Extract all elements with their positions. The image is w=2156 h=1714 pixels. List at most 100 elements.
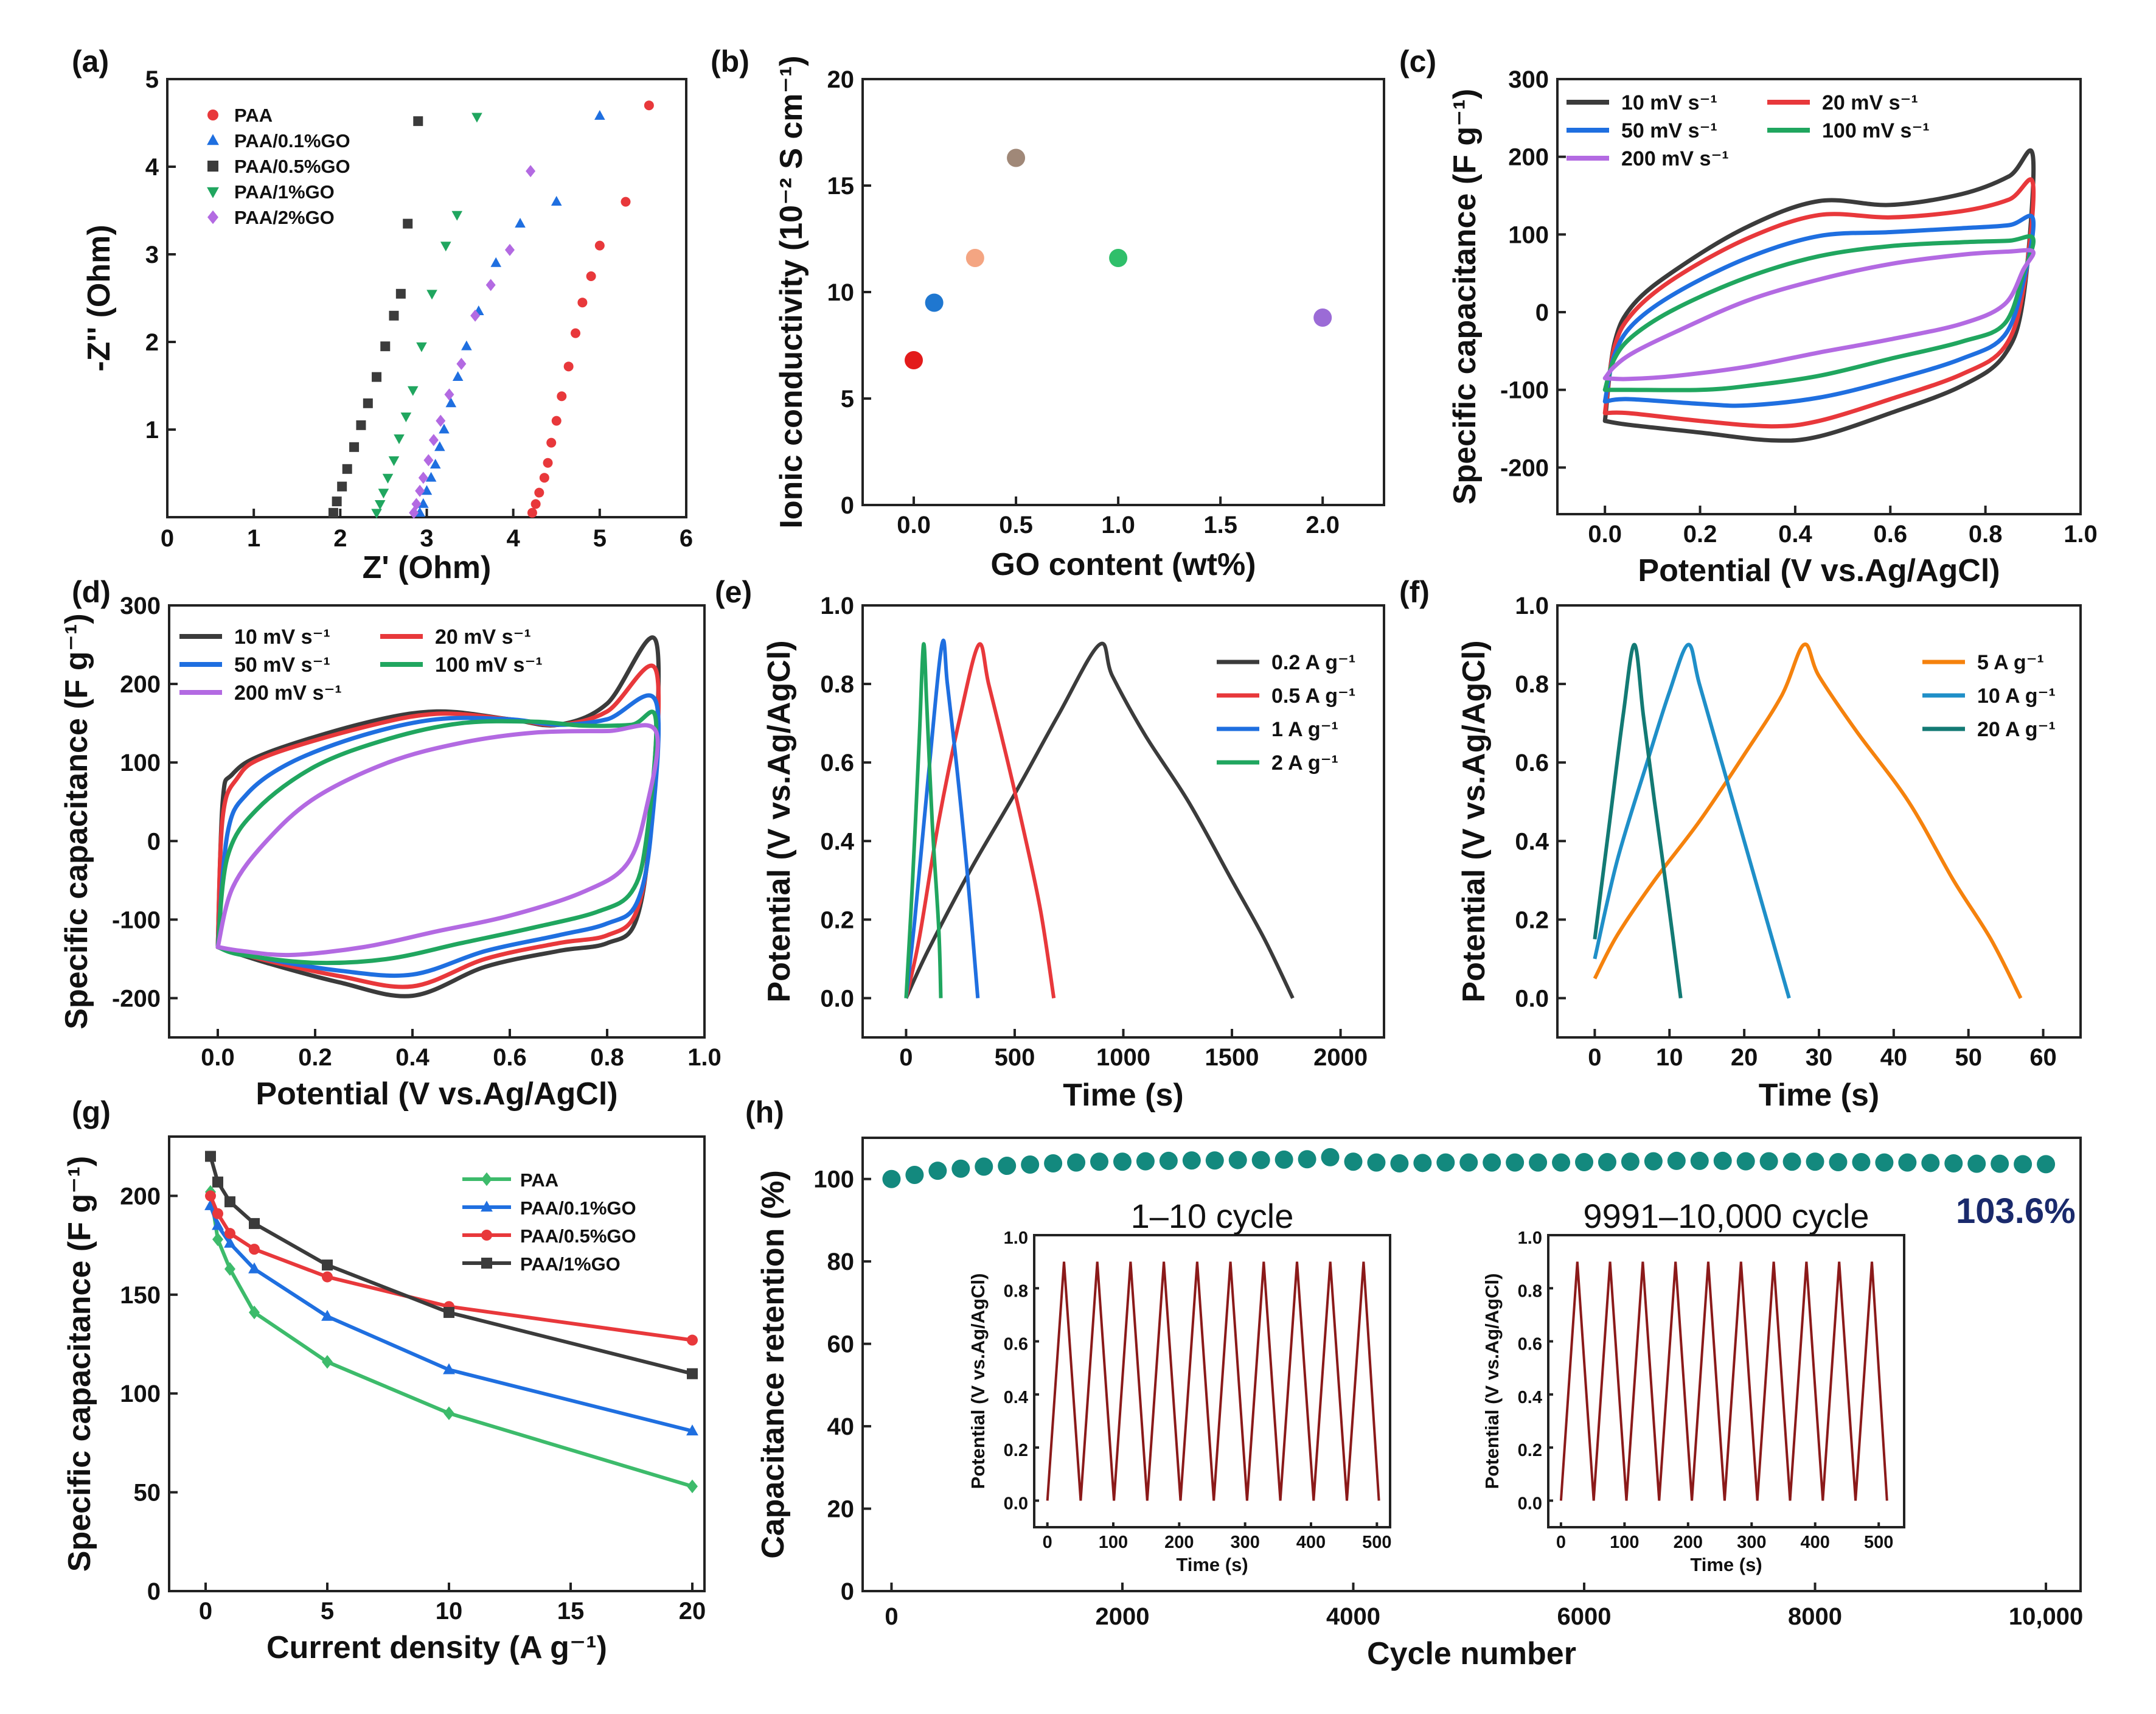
x-axis-label: Time (s) xyxy=(1176,1554,1248,1575)
cv-curve xyxy=(215,709,659,966)
data-point xyxy=(212,1208,223,1219)
panel-label: (e) xyxy=(715,575,752,609)
y-tick-label: 0.0 xyxy=(1518,1494,1542,1513)
y-tick-label: 0.6 xyxy=(820,750,854,776)
data-point xyxy=(436,414,446,427)
y-tick-label: 0.6 xyxy=(1004,1335,1028,1354)
x-tick-label: 40 xyxy=(1880,1044,1908,1071)
data-point xyxy=(418,472,428,484)
data-point xyxy=(882,1169,901,1188)
legend-label: 50 mV s⁻¹ xyxy=(234,653,330,677)
x-tick-label: 30 xyxy=(1806,1044,1833,1071)
data-point xyxy=(530,499,541,509)
data-point xyxy=(1944,1154,1963,1172)
y-tick-label: 0.0 xyxy=(1004,1494,1028,1513)
data-point xyxy=(594,110,605,120)
data-point xyxy=(380,341,391,352)
gcd-curve xyxy=(904,638,980,998)
panel-d: 0.0 0.2 0.4 0.6 0.8 1.0 -200 -100 0 100 200 300 Pote… xyxy=(59,575,722,1112)
y-tick-label: 0 xyxy=(841,492,854,519)
y-tick-label: 10 xyxy=(827,279,855,306)
x-tick-label: 5 xyxy=(593,525,607,552)
legend-label: PAA/1%GO xyxy=(520,1253,621,1275)
data-point xyxy=(425,472,437,482)
data-point xyxy=(526,165,536,178)
data-point xyxy=(925,293,944,312)
data-point xyxy=(322,1355,333,1369)
panel-label: (f) xyxy=(1399,575,1430,609)
series-3 xyxy=(371,113,482,519)
inset-gcd-curve xyxy=(1046,1261,1380,1501)
x-axis-label: Time (s) xyxy=(1759,1078,1879,1113)
y-tick-label: 15 xyxy=(827,173,855,200)
data-point xyxy=(205,1151,216,1162)
legend-label: 200 mV s⁻¹ xyxy=(1621,147,1729,170)
data-point xyxy=(249,1305,260,1320)
y-tick-label: 0.0 xyxy=(820,985,854,1012)
data-point xyxy=(363,398,373,408)
series-1 xyxy=(414,110,605,517)
y-axis-label: Specific capacitance (F g⁻¹) xyxy=(1447,89,1483,504)
x-tick-label: 0 xyxy=(1043,1533,1052,1552)
data-point xyxy=(1921,1154,1940,1172)
x-tick-label: 6 xyxy=(680,525,693,552)
legend-label: 20 mV s⁻¹ xyxy=(435,625,531,649)
data-point xyxy=(224,1196,235,1208)
x-tick-label: 500 xyxy=(1362,1533,1391,1552)
y-tick-label: 0.6 xyxy=(1515,750,1549,776)
x-tick-label: 0.4 xyxy=(1778,521,1812,548)
data-point xyxy=(551,196,562,206)
data-point xyxy=(594,240,605,251)
x-tick-label: 0.0 xyxy=(897,512,931,538)
x-tick-label: 1.5 xyxy=(1203,512,1237,538)
data-point xyxy=(2037,1155,2056,1174)
data-point xyxy=(1390,1154,1409,1172)
data-point xyxy=(426,290,437,300)
x-tick-label: 300 xyxy=(1737,1533,1766,1552)
data-point xyxy=(413,116,423,127)
data-point xyxy=(1367,1153,1386,1172)
data-point xyxy=(224,1262,235,1276)
x-axis-label: Z' (Ohm) xyxy=(363,550,492,585)
data-point xyxy=(543,458,553,468)
y-tick-label: 1.0 xyxy=(820,593,854,619)
panel-e: 0 500 1000 1500 2000 0.0 0.2 0.4 0.6 0.8 1.0 Time (… xyxy=(715,575,1385,1113)
data-point xyxy=(452,371,464,381)
data-point xyxy=(1991,1154,2009,1173)
data-point xyxy=(621,197,631,207)
panel-label: (d) xyxy=(72,575,111,609)
cv-curve xyxy=(1602,234,2036,392)
data-point xyxy=(1506,1153,1525,1172)
y-tick-label: 0.8 xyxy=(1515,671,1549,698)
x-tick-label: 5 xyxy=(321,1598,334,1625)
data-point xyxy=(428,434,439,447)
cv-curve xyxy=(1602,177,2036,429)
data-point xyxy=(1321,1148,1340,1166)
data-point xyxy=(471,113,482,123)
x-axis-label: Potential (V vs.Ag/AgCl) xyxy=(1638,553,2000,588)
y-tick-label: 0.8 xyxy=(1518,1281,1542,1301)
x-tick-label: 0 xyxy=(1588,1044,1601,1071)
y-tick-label: 300 xyxy=(120,593,161,619)
legend-label: PAA/2%GO xyxy=(234,207,335,228)
data-point xyxy=(1067,1153,1086,1172)
legend-marker xyxy=(207,110,218,120)
x-axis-label: GO content (wt%) xyxy=(990,547,1256,582)
data-point xyxy=(416,342,427,352)
data-point xyxy=(551,416,562,426)
x-tick-label: 4000 xyxy=(1326,1603,1380,1630)
y-tick-label: 0 xyxy=(1535,299,1549,326)
x-axis-label: Time (s) xyxy=(1063,1078,1183,1113)
legend-marker xyxy=(481,1172,492,1186)
data-point xyxy=(1136,1152,1155,1171)
x-tick-label: 0 xyxy=(199,1598,212,1625)
data-point xyxy=(1205,1151,1224,1170)
y-tick-label: 0.6 xyxy=(1518,1335,1542,1354)
x-tick-label: 0 xyxy=(885,1603,898,1630)
data-point xyxy=(965,249,984,267)
cv-curve xyxy=(215,693,661,978)
data-point xyxy=(461,340,472,350)
data-point xyxy=(337,481,347,492)
panel-label: (c) xyxy=(1399,44,1436,78)
data-point xyxy=(443,1307,454,1319)
